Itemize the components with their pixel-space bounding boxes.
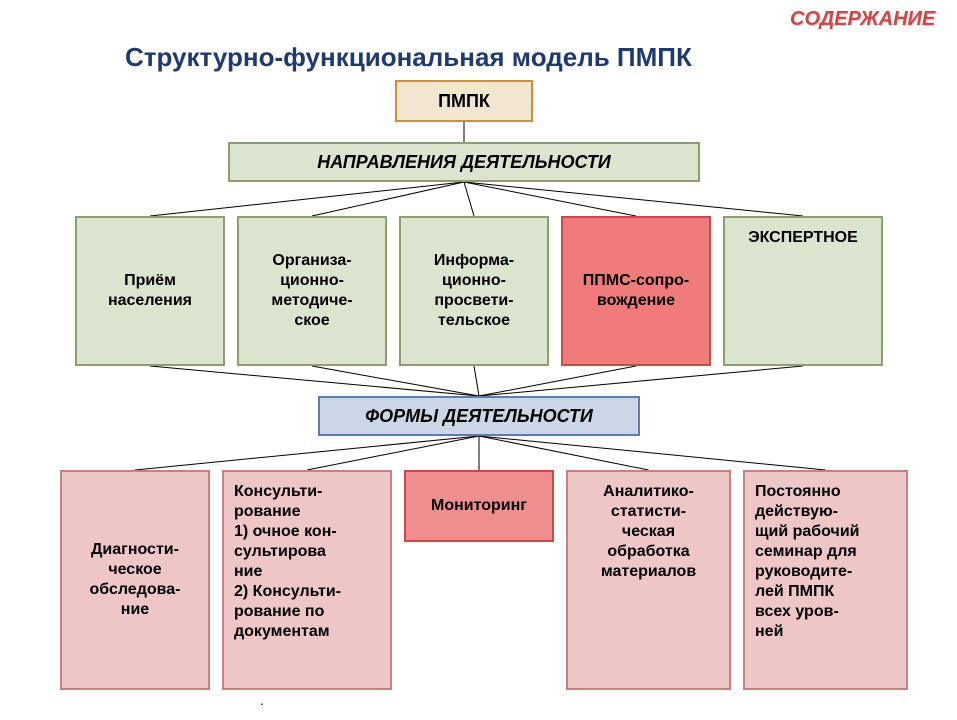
node-form-monitoring: Мониторинг <box>404 470 554 542</box>
node-label: ФОРМЫ ДЕЯТЕЛЬНОСТИ <box>365 405 593 428</box>
node-label: Информа-ционно-просвети-тельское <box>434 251 514 331</box>
node-label: Консульти-рование1) очное кон-сультирова… <box>234 482 341 642</box>
node-directions: НАПРАВЛЕНИЯ ДЕЯТЕЛЬНОСТИ <box>228 142 700 182</box>
node-form-consult: Консульти-рование1) очное кон-сультирова… <box>222 470 392 690</box>
page-title: Структурно-функциональная модель ПМПК <box>125 42 692 73</box>
node-label: НАПРАВЛЕНИЯ ДЕЯТЕЛЬНОСТИ <box>317 151 611 174</box>
node-label: Мониторинг <box>431 496 527 516</box>
node-form-seminar: Постояннодействую-щий рабочийсеминар для… <box>743 470 908 690</box>
node-label: Организа-ционно-методиче-ское <box>271 251 352 331</box>
node-form-analytics: Аналитико-статисти-ческаяобработкаматери… <box>566 470 731 690</box>
footnote-dot: . <box>260 692 264 708</box>
node-form-diagnostic: Диагности-ческоеобследова-ние <box>60 470 210 690</box>
contents-link[interactable]: СОДЕРЖАНИЕ <box>790 8 935 31</box>
node-forms: ФОРМЫ ДЕЯТЕЛЬНОСТИ <box>318 396 640 436</box>
node-dir-expert: ЭКСПЕРТНОЕ <box>723 216 883 366</box>
node-label: Аналитико-статисти-ческаяобработкаматери… <box>601 482 696 582</box>
node-dir-org-method: Организа-ционно-методиче-ское <box>237 216 387 366</box>
node-label: Приёмнаселения <box>108 271 192 311</box>
node-label: ЭКСПЕРТНОЕ <box>748 228 858 248</box>
node-dir-info-edu: Информа-ционно-просвети-тельское <box>399 216 549 366</box>
node-pmpk: ПМПК <box>395 80 533 122</box>
node-label: Постояннодействую-щий рабочийсеминар для… <box>755 482 860 642</box>
node-label: Диагности-ческоеобследова-ние <box>90 540 181 620</box>
node-dir-reception: Приёмнаселения <box>75 216 225 366</box>
node-label: ППМС-сопро-вождение <box>583 271 689 311</box>
node-dir-ppms: ППМС-сопро-вождение <box>561 216 711 366</box>
node-label: ПМПК <box>438 90 490 113</box>
